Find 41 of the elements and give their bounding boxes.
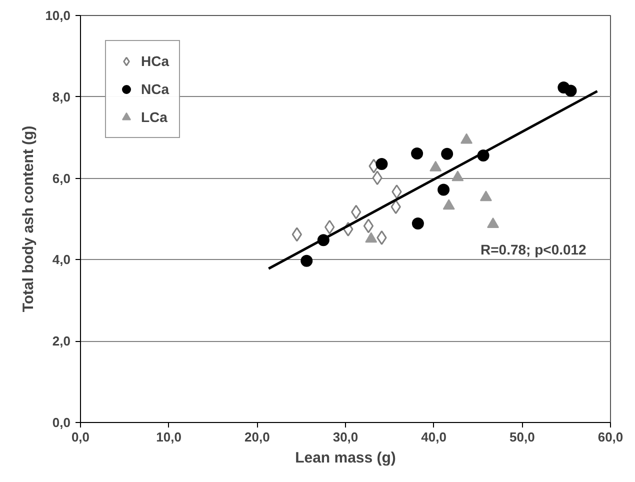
- point: [412, 217, 424, 230]
- legend-label: HCa: [141, 53, 170, 69]
- legend-label: NCa: [141, 81, 170, 97]
- point: [390, 200, 401, 214]
- point: [480, 190, 492, 202]
- x-tick-label: 20,0: [244, 430, 270, 444]
- point: [441, 148, 454, 160]
- point: [452, 170, 464, 182]
- point: [363, 218, 374, 234]
- point: [442, 199, 455, 210]
- legend-label: LCa: [141, 109, 168, 125]
- y-tick-label: 8,0: [52, 89, 71, 104]
- point: [300, 254, 313, 267]
- point: [392, 184, 402, 199]
- x-tick-label: 60,0: [598, 430, 624, 444]
- x-tick-label: 40,0: [421, 430, 446, 444]
- point: [292, 227, 302, 242]
- point: [324, 220, 335, 234]
- annotation: R=0.78; p<0.012: [480, 242, 587, 258]
- x-axis-title: Lean mass (g): [295, 450, 396, 466]
- x-tick-label: 50,0: [510, 430, 535, 444]
- y-tick-label: 10,0: [45, 8, 71, 23]
- point: [564, 84, 577, 97]
- x-tick-label: 0,0: [71, 430, 90, 444]
- point: [438, 184, 450, 196]
- point: [430, 160, 442, 172]
- y-tick-label: 0,0: [52, 415, 71, 430]
- point: [487, 217, 500, 228]
- y-tick-label: 6,0: [52, 170, 71, 186]
- y-tick-label: 4,0: [52, 252, 71, 268]
- point: [365, 232, 378, 243]
- y-axis-title: Total body ash content (g): [20, 126, 38, 312]
- point: [376, 230, 387, 245]
- point: [460, 133, 473, 144]
- point: [351, 204, 362, 220]
- point: [376, 158, 388, 170]
- x-tick-label: 30,0: [332, 430, 358, 444]
- y-tick-label: 2,0: [52, 334, 71, 349]
- x-tick-label: 10,0: [156, 430, 182, 444]
- point: [372, 170, 382, 186]
- point: [411, 147, 424, 160]
